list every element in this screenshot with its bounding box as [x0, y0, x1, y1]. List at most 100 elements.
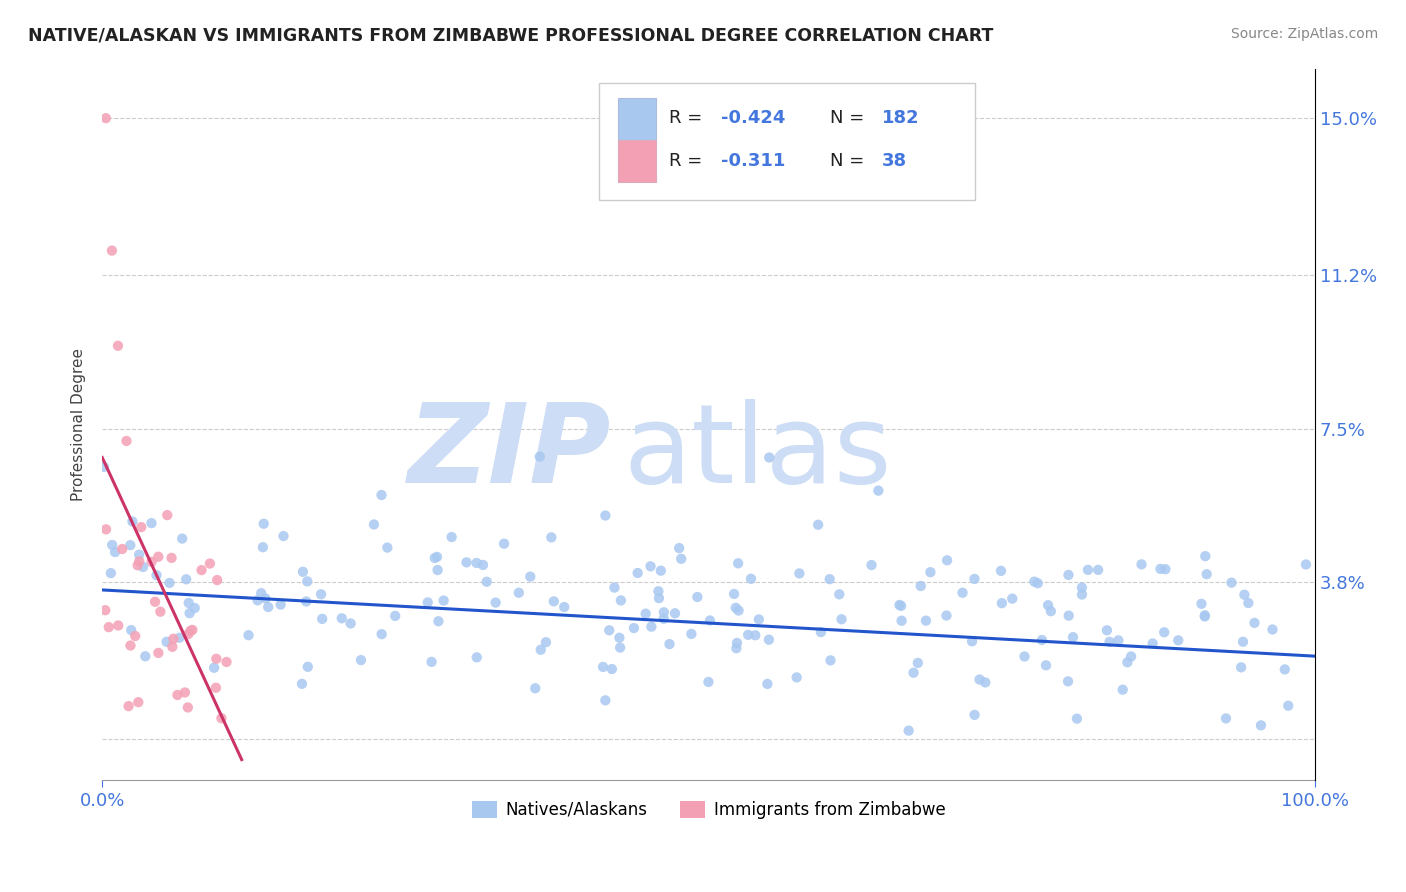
Point: [311, 612, 333, 626]
Point: [456, 555, 478, 569]
Point: [553, 600, 575, 615]
Point: [1036, 598, 1059, 612]
Point: [669, 551, 692, 566]
Point: [375, 541, 398, 555]
Point: [610, 593, 633, 607]
Point: [1035, 658, 1057, 673]
Point: [907, 656, 929, 670]
Point: [963, 707, 986, 722]
Point: [1194, 608, 1216, 623]
Point: [252, 540, 274, 554]
Point: [1274, 662, 1296, 676]
Point: [1191, 597, 1213, 611]
Point: [420, 655, 443, 669]
Point: [524, 681, 547, 696]
Point: [121, 515, 143, 529]
Point: [1233, 588, 1256, 602]
Point: [330, 611, 353, 625]
Point: [724, 600, 747, 615]
Point: [101, 244, 124, 258]
Point: [160, 550, 183, 565]
Point: [253, 516, 276, 531]
Point: [1154, 562, 1177, 576]
Point: [991, 596, 1014, 610]
Point: [141, 555, 163, 569]
Point: [640, 620, 662, 634]
Point: [903, 665, 925, 680]
Point: [100, 566, 122, 581]
Point: [810, 625, 832, 640]
Point: [889, 598, 911, 612]
Point: [963, 572, 986, 586]
Point: [748, 612, 770, 626]
Point: [115, 434, 138, 448]
Point: [1215, 711, 1237, 725]
Point: [145, 568, 167, 582]
Point: [94, 522, 117, 536]
Point: [960, 634, 983, 648]
Point: [530, 642, 553, 657]
Point: [104, 545, 127, 559]
Point: [1232, 634, 1254, 648]
Point: [1057, 674, 1080, 689]
Point: [519, 569, 541, 583]
Point: [254, 591, 277, 606]
Point: [658, 637, 681, 651]
Point: [910, 579, 932, 593]
Point: [370, 627, 392, 641]
Point: [1066, 712, 1088, 726]
FancyBboxPatch shape: [599, 83, 976, 200]
Point: [423, 551, 446, 566]
Point: [1014, 649, 1036, 664]
Point: [1250, 718, 1272, 732]
Point: [215, 655, 238, 669]
Point: [426, 563, 449, 577]
Point: [128, 554, 150, 568]
Point: [1112, 682, 1135, 697]
Point: [179, 624, 201, 638]
Text: 38: 38: [882, 152, 907, 170]
Point: [1195, 567, 1218, 582]
Point: [120, 639, 142, 653]
Point: [309, 587, 332, 601]
Point: [1031, 633, 1053, 648]
Point: [169, 631, 191, 645]
Text: -0.424: -0.424: [721, 110, 785, 128]
Point: [725, 641, 748, 656]
Point: [472, 558, 495, 572]
Text: 182: 182: [882, 110, 920, 128]
Point: [758, 450, 780, 465]
Point: [1057, 608, 1080, 623]
Point: [727, 603, 749, 617]
Point: [465, 556, 488, 570]
Point: [647, 584, 669, 599]
Point: [1142, 636, 1164, 650]
Point: [789, 566, 811, 581]
Point: [190, 563, 212, 577]
Point: [807, 517, 830, 532]
Point: [101, 538, 124, 552]
Text: Source: ZipAtlas.com: Source: ZipAtlas.com: [1230, 27, 1378, 41]
Point: [543, 594, 565, 608]
Point: [1237, 596, 1260, 610]
Point: [603, 581, 626, 595]
Point: [634, 607, 657, 621]
Point: [890, 614, 912, 628]
Point: [1087, 563, 1109, 577]
Point: [149, 605, 172, 619]
Point: [440, 530, 463, 544]
Point: [127, 558, 149, 573]
Point: [1024, 574, 1046, 589]
Point: [257, 600, 280, 615]
Point: [174, 572, 197, 586]
Point: [737, 628, 759, 642]
Point: [1194, 609, 1216, 624]
Point: [508, 586, 530, 600]
Point: [173, 685, 195, 699]
Point: [1098, 635, 1121, 649]
Point: [93, 459, 115, 474]
Point: [184, 601, 207, 615]
Text: N =: N =: [830, 110, 870, 128]
Point: [609, 640, 631, 655]
Point: [205, 681, 228, 695]
